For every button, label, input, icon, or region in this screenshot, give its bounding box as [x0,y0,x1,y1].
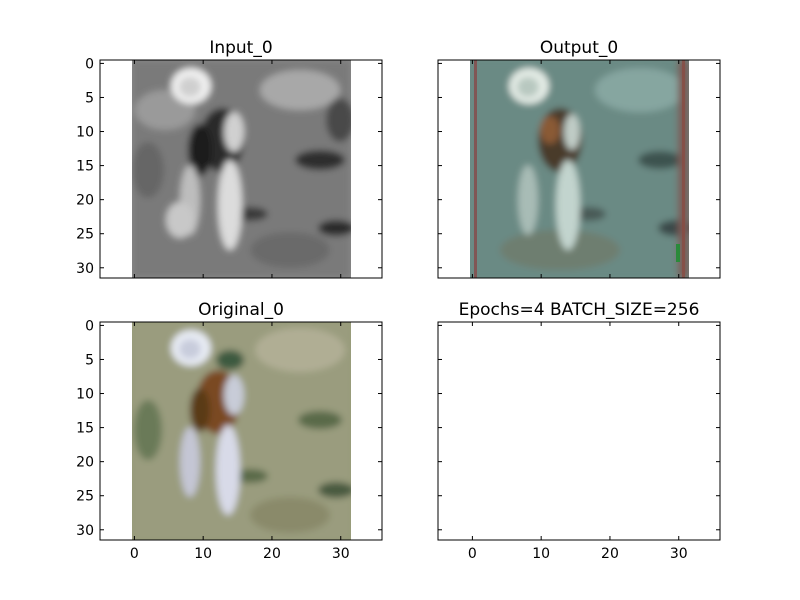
image-input [132,60,351,278]
axes-input: Input_0 [76,38,383,279]
x-tick-label: 20 [263,546,281,562]
y-tick-label: 25 [76,227,94,243]
x-tick-label: 10 [532,546,550,562]
y-tick-label: 0 [85,318,94,334]
panel-title-output: Output_0 [540,38,618,58]
x-tick-label: 30 [332,546,350,562]
image-original [132,322,351,540]
image-output [470,60,689,278]
y-tick-label: 25 [76,489,94,505]
panel-title-input: Input_0 [209,38,272,58]
y-tick-label: 10 [76,125,94,141]
panel-title-epochs: Epochs=4 BATCH_SIZE=256 [459,300,700,320]
x-tick-label: 30 [670,546,688,562]
y-tick-label: 20 [76,455,94,471]
y-tick-label: 30 [76,261,94,277]
x-tick-label: 20 [601,546,619,562]
axes-empty: Epochs=4 BATCH_SIZE=256 0 10 20 30 [437,300,721,562]
y-tick-label: 10 [76,387,94,403]
panel-title-original: Original_0 [198,300,284,320]
y-tick-label: 20 [76,193,94,209]
y-tick-label: 15 [76,421,94,437]
x-tick-label: 0 [130,546,139,562]
y-tick-label: 15 [76,159,94,175]
y-tick-label: 5 [85,352,94,368]
y-tick-label: 5 [85,90,94,106]
x-tick-label: 0 [468,546,477,562]
axes-output: Output_0 [437,38,721,279]
x-tick-label: 10 [194,546,212,562]
y-tick-label: 30 [76,523,94,539]
y-tick-label: 0 [85,56,94,72]
